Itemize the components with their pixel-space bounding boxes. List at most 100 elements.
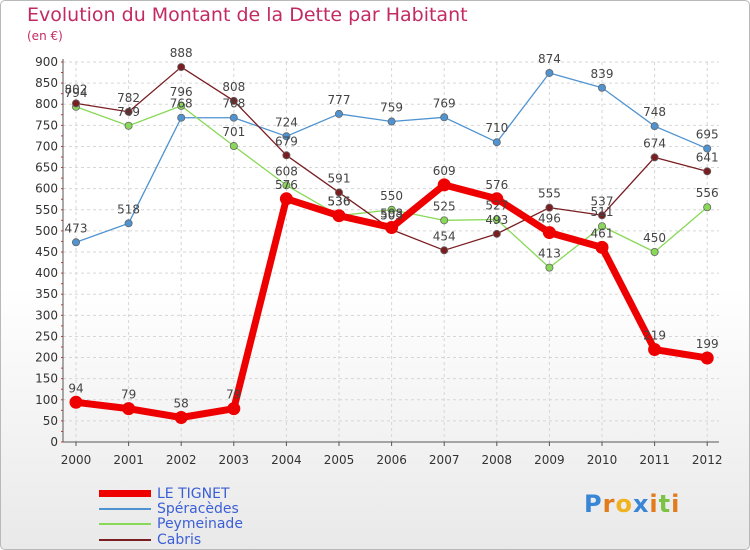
data-label: 724 [275, 115, 298, 129]
data-label: 609 [433, 164, 456, 178]
data-label: 199 [696, 337, 719, 351]
data-label: 219 [643, 329, 666, 343]
data-label: 527 [485, 198, 508, 212]
data-label: 556 [696, 186, 719, 200]
data-point [387, 205, 396, 214]
data-point [279, 192, 293, 206]
data-point [177, 63, 186, 72]
data-label: 536 [328, 195, 351, 209]
data-label: 695 [696, 128, 719, 142]
legend-swatch [99, 539, 151, 541]
data-label: 701 [222, 125, 245, 139]
y-tick-label: 500 [35, 224, 58, 238]
y-tick-label: 250 [35, 329, 58, 343]
data-label: 888 [170, 46, 193, 60]
logo-letter: i [649, 490, 659, 518]
data-label: 493 [485, 213, 508, 227]
data-point [72, 238, 81, 247]
data-label: 796 [170, 85, 193, 99]
data-point [648, 343, 662, 357]
data-label: 608 [275, 164, 298, 178]
data-point [122, 402, 136, 416]
data-point [545, 68, 554, 77]
data-label: 94 [68, 381, 83, 395]
data-label: 537 [591, 194, 614, 208]
data-point [332, 209, 346, 223]
data-point [282, 151, 291, 160]
legend-item-peymeinade: Peymeinade [99, 516, 359, 532]
data-label: 536 [328, 195, 351, 209]
y-tick-label: 700 [35, 139, 58, 153]
y-tick-label: 550 [35, 203, 58, 217]
data-point [177, 113, 186, 122]
y-tick-label: 650 [35, 161, 58, 175]
data-label: 874 [538, 52, 561, 66]
legend-swatch [99, 508, 151, 510]
y-tick-label: 0 [50, 435, 58, 449]
data-point [440, 216, 449, 225]
x-tick-label: 2012 [692, 453, 723, 467]
data-label: 641 [696, 150, 719, 164]
x-tick-label: 2001 [113, 453, 144, 467]
legend-label: Spéracèdes [157, 501, 239, 517]
legend-label: Cabris [157, 532, 202, 548]
data-point [545, 203, 554, 212]
data-label: 768 [222, 97, 245, 111]
data-point [229, 113, 238, 122]
data-label: 508 [380, 207, 403, 221]
data-point [650, 247, 659, 256]
logo-letter: r [602, 490, 616, 518]
x-tick-label: 2008 [482, 453, 513, 467]
data-label: 79 [226, 388, 241, 402]
y-tick-label: 750 [35, 118, 58, 132]
legend-swatch [99, 490, 151, 497]
data-label: 710 [485, 121, 508, 135]
data-label: 802 [65, 82, 88, 96]
data-label: 503 [380, 209, 403, 223]
data-label: 413 [538, 247, 561, 261]
y-tick-label: 50 [43, 414, 58, 428]
logo-letter: t [658, 490, 672, 518]
y-tick-label: 150 [35, 372, 58, 386]
logo-letter: x [632, 490, 650, 518]
data-point [437, 178, 451, 192]
x-tick-label: 2011 [639, 453, 670, 467]
data-point [124, 121, 133, 130]
data-label: 550 [380, 189, 403, 203]
y-tick-label: 450 [35, 245, 58, 259]
data-point [229, 96, 238, 105]
logo-letter: o [615, 490, 633, 518]
data-label: 768 [170, 97, 193, 111]
chart-title: Evolution du Montant de la Dette par Hab… [27, 4, 468, 26]
legend-item-speracedes: Spéracèdes [99, 501, 359, 517]
data-point [492, 138, 501, 147]
y-axis-unit-label: (en €) [27, 29, 63, 43]
data-point [124, 107, 133, 116]
data-point [490, 192, 504, 206]
data-point [598, 222, 607, 231]
x-tick-label: 2003 [219, 453, 250, 467]
data-label: 511 [591, 205, 614, 219]
x-tick-label: 2006 [376, 453, 407, 467]
x-tick-label: 2010 [587, 453, 618, 467]
data-label: 808 [222, 80, 245, 94]
data-label: 679 [275, 134, 298, 148]
data-point [598, 211, 607, 220]
data-label: 58 [174, 397, 189, 411]
y-tick-label: 200 [35, 351, 58, 365]
data-point [650, 153, 659, 162]
data-point [542, 226, 556, 240]
data-point [282, 181, 291, 190]
data-label: 496 [538, 212, 561, 226]
y-tick-label: 100 [35, 393, 58, 407]
data-label: 473 [65, 221, 88, 235]
data-label: 794 [65, 86, 88, 100]
data-point [69, 395, 83, 409]
data-point [700, 351, 714, 365]
data-point [385, 221, 399, 235]
data-point [595, 240, 609, 254]
y-tick-label: 600 [35, 182, 58, 196]
data-point [703, 144, 712, 153]
data-point [227, 402, 241, 416]
